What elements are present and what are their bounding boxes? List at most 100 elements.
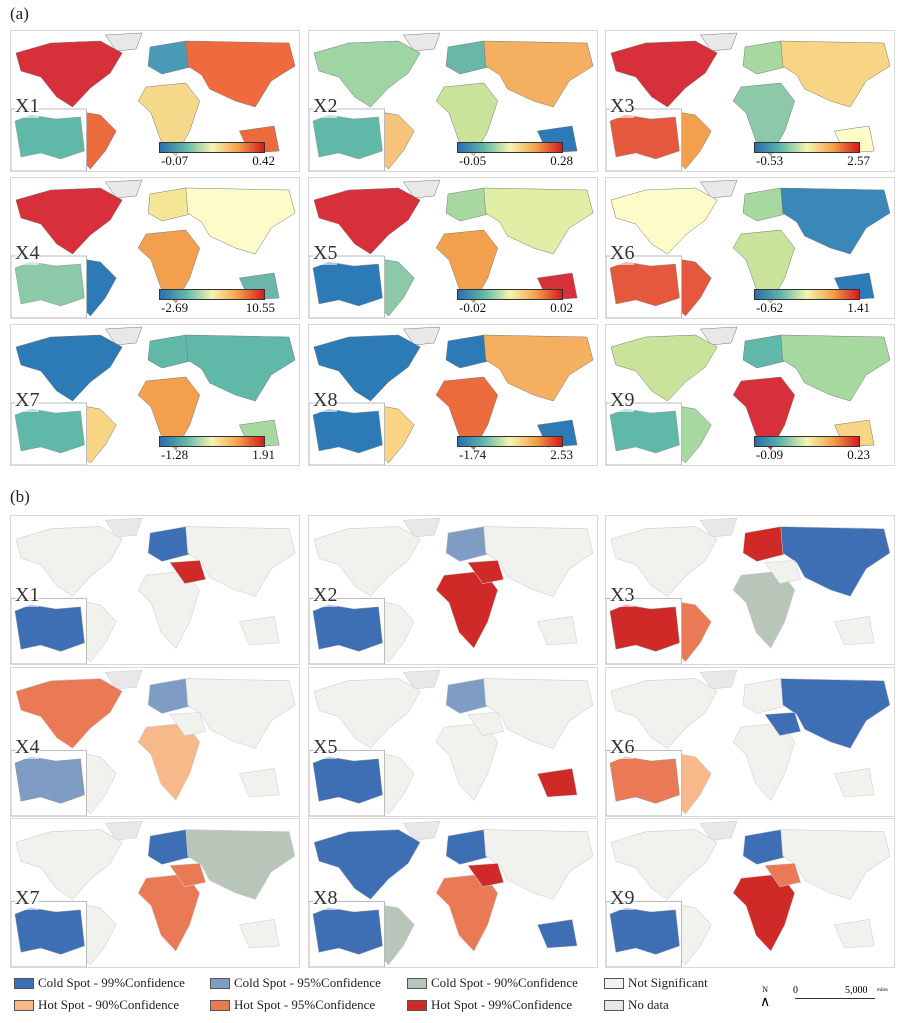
legend-swatch	[407, 977, 427, 989]
region-au	[537, 616, 578, 646]
region-as	[483, 187, 594, 255]
region-as	[185, 187, 296, 255]
inset-europe-region	[312, 408, 383, 454]
region-as	[780, 829, 891, 900]
map-panel-b-x6: X6	[605, 667, 895, 817]
variable-label: X4	[15, 241, 40, 265]
region-as	[483, 678, 594, 749]
region-af	[137, 82, 200, 157]
colorbar	[457, 436, 563, 447]
colorbar-max: 2.57	[847, 153, 870, 168]
region-greenland-no-data	[402, 326, 441, 346]
region-na	[313, 526, 421, 597]
region-greenland-no-data	[402, 820, 441, 841]
region-as	[185, 829, 296, 900]
colorbar-max: 0.28	[550, 153, 573, 168]
legend-label: No data	[628, 997, 669, 1012]
colorbar-max: 1.41	[847, 300, 870, 315]
region-greenland-no-data	[402, 517, 441, 538]
colorbar	[457, 289, 563, 300]
region-au	[834, 919, 875, 949]
legend-label: Cold Spot - 99%Confidence	[38, 975, 185, 990]
colorbar	[159, 289, 265, 300]
region-na	[610, 334, 718, 402]
legend: Cold Spot - 99%Confidence Cold Spot - 95%…	[14, 975, 894, 1020]
map-panel-a-x5: X5 -0.02 0.02	[308, 177, 598, 319]
colorbar-min: -0.09	[756, 447, 784, 462]
region-as	[483, 40, 594, 108]
variable-label: X1	[15, 583, 40, 607]
region-greenland-no-data	[104, 669, 143, 690]
region-na	[313, 829, 421, 900]
region-au	[834, 616, 875, 646]
region-eu	[445, 678, 490, 714]
region-greenland-no-data	[402, 669, 441, 690]
region-as	[185, 678, 296, 749]
region-as	[185, 334, 296, 402]
map-panel-b-x8: X8	[308, 818, 598, 968]
region-eu	[445, 40, 490, 75]
region-eu	[147, 334, 192, 369]
colorbar-min: -2.69	[161, 300, 189, 315]
legend-swatch	[604, 999, 624, 1011]
region-greenland-no-data	[699, 179, 738, 199]
region-na	[610, 678, 718, 749]
region-na	[313, 187, 421, 255]
region-na	[610, 829, 718, 900]
variable-label: X2	[313, 94, 338, 118]
region-au	[239, 616, 280, 646]
region-na	[15, 526, 123, 597]
region-as	[780, 187, 891, 255]
region-na	[15, 40, 123, 108]
variable-label: X8	[313, 388, 338, 412]
region-af	[137, 229, 200, 304]
legend-item-hot90: Hot Spot - 90%Confidence	[14, 997, 179, 1013]
variable-label: X5	[313, 735, 338, 759]
region-me	[764, 560, 801, 584]
north-arrow-icon: N ∧	[760, 985, 771, 1010]
legend-item-hot99: Hot Spot - 99%Confidence	[407, 997, 572, 1013]
colorbar	[159, 436, 265, 447]
colorbar-min: -0.62	[756, 300, 784, 315]
colorbar	[457, 142, 563, 153]
inset-europe-region	[14, 756, 85, 804]
map-panel-b-x4: X4	[10, 667, 300, 817]
legend-label: Hot Spot - 90%Confidence	[38, 997, 180, 1012]
variable-label: X3	[610, 583, 635, 607]
region-na	[15, 187, 123, 255]
region-eu	[742, 678, 787, 714]
region-as	[185, 526, 296, 597]
region-na	[313, 40, 421, 108]
region-as	[483, 334, 594, 402]
legend-item-cold95: Cold Spot - 95%Confidence	[210, 975, 381, 991]
region-as	[483, 829, 594, 900]
region-as	[780, 526, 891, 597]
region-eu	[742, 334, 787, 369]
legend-item-not_sig: Not Significant	[604, 975, 708, 991]
region-me	[467, 560, 504, 584]
colorbar	[754, 142, 860, 153]
inset-europe-region	[609, 114, 680, 160]
map-panel-a-x1: X1 -0.07 0.42	[10, 30, 300, 172]
region-me	[169, 712, 206, 736]
colorbar-max: 10.55	[245, 300, 275, 315]
variable-label: X3	[610, 94, 635, 118]
colorbar-min: -0.53	[756, 153, 784, 168]
colorbar-max: 2.53	[550, 447, 573, 462]
inset-europe-region	[14, 408, 85, 454]
region-greenland-no-data	[104, 326, 143, 346]
region-eu	[147, 678, 192, 714]
variable-label: X4	[15, 735, 40, 759]
region-au	[834, 768, 875, 798]
legend-item-cold90: Cold Spot - 90%Confidence	[407, 975, 578, 991]
region-me	[764, 712, 801, 736]
region-eu	[445, 187, 490, 222]
legend-swatch	[407, 999, 427, 1011]
region-greenland-no-data	[699, 32, 738, 52]
colorbar-min: -0.05	[459, 153, 487, 168]
region-eu	[147, 829, 192, 865]
region-me	[169, 560, 206, 584]
region-eu	[742, 829, 787, 865]
region-greenland-no-data	[104, 179, 143, 199]
region-as	[780, 334, 891, 402]
